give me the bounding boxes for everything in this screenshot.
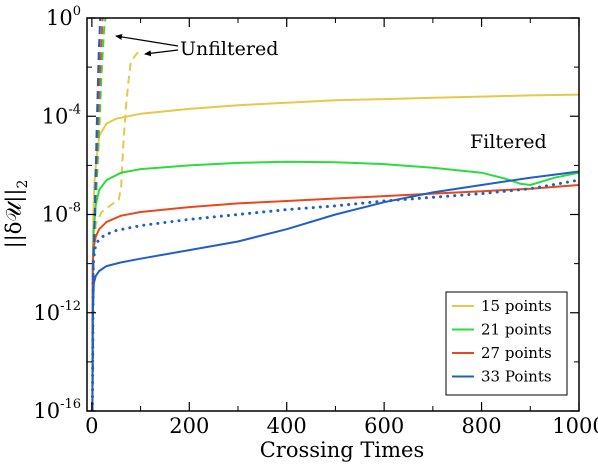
y-axis-label: ||δ𝒰||2: [2, 180, 31, 249]
series-line-6: [91, 170, 579, 411]
series-line-7: [90, 178, 579, 411]
x-tick-label-3: 600: [364, 414, 404, 438]
annotation-layer: Unfiltered Filtered: [115, 33, 547, 153]
y-tick-label-3: 10-12: [33, 299, 81, 325]
series-line-1: [91, 49, 142, 411]
tick-layer: 0 200 400 600 800 1000 100 10-4 10-8 10-12 10-16: [33, 4, 598, 438]
annotation-arrow-2: [144, 49, 179, 57]
y-tick-label-1: 10-4: [42, 102, 81, 128]
legend-label-0: 15 points: [481, 297, 552, 315]
annotation-unfiltered: Unfiltered: [180, 38, 278, 60]
x-axis-label: Crossing Times: [260, 438, 425, 462]
x-tick-label-4: 800: [462, 414, 502, 438]
y-tick-label-0: 100: [46, 4, 81, 30]
series-layer: [90, 18, 579, 411]
legend-box: [445, 291, 568, 396]
legend: 15 points 21 points 27 points 33 Points: [445, 291, 568, 396]
x-tick-label-5: 1000: [552, 414, 598, 438]
x-tick-label-0: 0: [85, 414, 98, 438]
x-axis-label-text: Crossing Times: [260, 438, 425, 462]
legend-label-1: 21 points: [481, 321, 552, 339]
series-line-4: [91, 184, 579, 411]
legend-label-2: 27 points: [481, 344, 552, 362]
series-line-0: [91, 93, 579, 411]
y-axis-label-subscript: 2: [15, 180, 31, 189]
y-tick-label-4: 10-16: [33, 397, 81, 423]
y-tick-label-2: 10-8: [42, 201, 81, 227]
x-tick-label-1: 200: [169, 414, 209, 438]
svg-text:||δ𝒰||2: ||δ𝒰||2: [2, 180, 31, 249]
y-axis-label-text: ||δ𝒰||: [2, 189, 27, 249]
annotation-arrow-1: [115, 33, 179, 47]
x-tick-label-2: 400: [267, 414, 307, 438]
legend-label-3: 33 Points: [481, 368, 552, 386]
annotation-filtered: Filtered: [470, 131, 547, 153]
series-line-8: [91, 18, 102, 411]
